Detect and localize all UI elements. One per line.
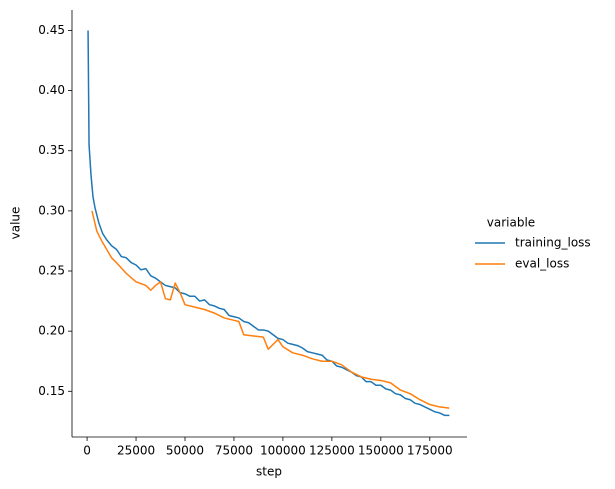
y-tick-label: 0.25	[38, 264, 65, 278]
y-tick-label: 0.40	[38, 83, 65, 97]
legend-label: eval_loss	[515, 257, 569, 271]
x-tick-label: 150000	[358, 444, 404, 458]
y-tick-label: 0.35	[38, 143, 65, 157]
line-series	[91, 210, 450, 409]
x-axis-label: step	[256, 465, 282, 479]
y-tick-label: 0.20	[38, 324, 65, 338]
x-tick-label: 125000	[309, 444, 355, 458]
x-tick-label: 0	[83, 444, 91, 458]
y-tick-label: 0.30	[38, 203, 65, 217]
y-tick-label: 0.45	[38, 23, 65, 37]
x-tick-label: 175000	[407, 444, 453, 458]
x-tick-label: 25000	[117, 444, 155, 458]
legend-label: training_loss	[515, 236, 591, 250]
x-tick-label: 75000	[215, 444, 253, 458]
x-tick-label: 50000	[166, 444, 204, 458]
legend-title: variable	[487, 216, 535, 230]
y-tick-label: 0.15	[38, 384, 65, 398]
line-series	[87, 30, 450, 417]
x-tick-label: 100000	[260, 444, 306, 458]
y-axis-label: value	[9, 207, 23, 240]
